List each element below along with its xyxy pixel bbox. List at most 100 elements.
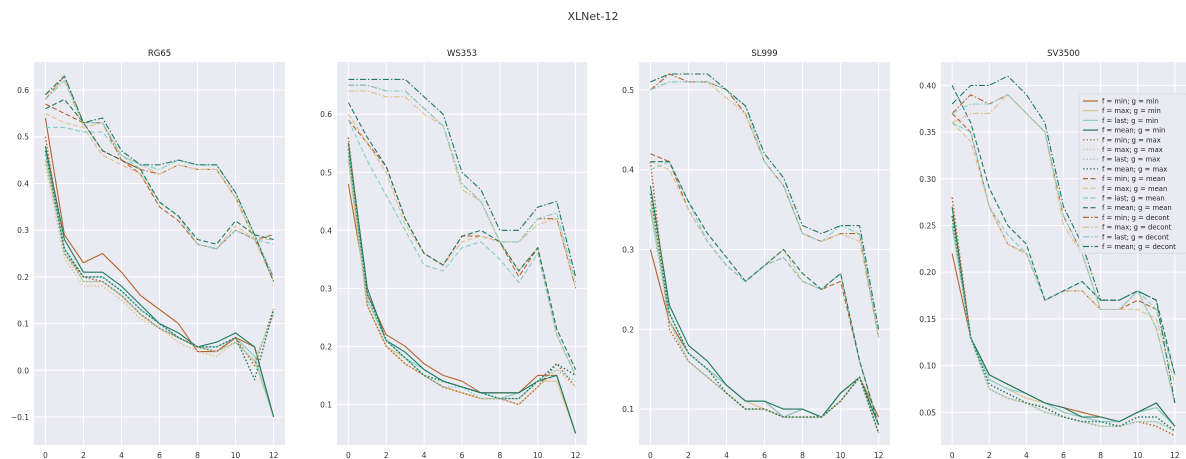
series-line-mean-max xyxy=(347,148,576,400)
series-line-max-decont xyxy=(951,94,1176,404)
x-tick-label: 0 xyxy=(648,451,653,459)
y-tick-label: 0.4 xyxy=(320,226,332,235)
chart-panel-rg65: 0 2 4 6 8 10 12 −0.1 0.0 0.1 0.2 0.3 0.4 0.5 0.6 RG65 xyxy=(11,49,285,459)
series-line-min-max xyxy=(347,137,577,406)
x-tick-label: 10 xyxy=(231,451,241,459)
series-line-last-max xyxy=(44,155,275,362)
x-tick-label: 2 xyxy=(987,451,992,459)
x-tick-label: 4 xyxy=(724,451,729,459)
series-line-mean-mean xyxy=(45,98,274,245)
y-tick-label: 0.4 xyxy=(17,179,29,188)
x-tick-label: 4 xyxy=(119,451,124,459)
series-line-mean-mean xyxy=(951,85,1176,376)
legend-label: f = min; g = decont xyxy=(1102,214,1170,222)
x-tick-label: 12 xyxy=(874,451,884,459)
chart-title: SV3500 xyxy=(1047,49,1080,59)
legend-label: f = mean; g = decont xyxy=(1102,243,1176,251)
series-line-mean-mean xyxy=(650,161,880,426)
series-line-max-max xyxy=(347,160,577,406)
y-tick-label: 0.2 xyxy=(320,342,332,351)
y-tick-label: 0.15 xyxy=(919,315,936,324)
chart-panel-sl999: 0 2 4 6 8 10 12 0.1 0.2 0.3 0.4 0.5 SL999 xyxy=(622,49,890,459)
series-line-mean-mean xyxy=(347,102,577,370)
x-tick-label: 2 xyxy=(686,451,691,459)
x-tick-label: 6 xyxy=(460,451,465,459)
legend-label: f = max; g = mean xyxy=(1102,185,1167,193)
x-tick-label: 10 xyxy=(1133,451,1143,459)
legend-label: f = mean; g = mean xyxy=(1102,204,1172,212)
y-tick-label: 0.5 xyxy=(17,133,29,142)
y-tick-label: 0.1 xyxy=(622,405,634,414)
figure-title: XLNet-12 xyxy=(567,10,619,23)
x-tick-label: 2 xyxy=(81,451,86,459)
legend-label: f = last; g = mean xyxy=(1102,195,1165,203)
series-line-last-mean xyxy=(347,119,577,376)
x-tick-label: 8 xyxy=(1098,451,1103,459)
x-tick-label: 12 xyxy=(571,451,581,459)
x-tick-label: 6 xyxy=(157,451,162,459)
y-tick-label: 0.3 xyxy=(17,226,29,235)
y-tick-label: 0.30 xyxy=(919,175,936,184)
chart-panel-ws353: 0 2 4 6 8 10 12 0.1 0.2 0.3 0.4 0.5 0.6 WS353 xyxy=(320,49,587,459)
series-line-mean-min xyxy=(649,185,880,426)
series-line-last-max xyxy=(951,225,1176,432)
series-line-mean-decont xyxy=(951,75,1176,404)
series-line-max-decont xyxy=(348,90,577,289)
y-tick-label: 0.6 xyxy=(17,86,29,95)
y-tick-label: 0.25 xyxy=(919,221,936,230)
x-tick-label: 4 xyxy=(1024,451,1029,459)
x-tick-label: 0 xyxy=(950,451,955,459)
series-line-last-decont xyxy=(650,81,880,338)
series-line-last-decont xyxy=(348,84,577,283)
legend-label: f = last; g = max xyxy=(1102,156,1160,164)
chart-title: RG65 xyxy=(148,49,171,59)
series-line-mean-min xyxy=(951,206,1176,427)
legend-label: f = min; g = min xyxy=(1102,98,1159,106)
legend-label: f = max; g = decont xyxy=(1102,224,1172,232)
x-tick-label: 10 xyxy=(533,451,543,459)
series-line-max-max xyxy=(951,215,1176,432)
y-tick-label: 0.10 xyxy=(919,362,936,371)
series-line-last-decont xyxy=(951,94,1176,404)
x-tick-label: 8 xyxy=(195,451,200,459)
x-tick-label: 8 xyxy=(800,451,805,459)
legend-label: f = mean; g = max xyxy=(1102,165,1167,173)
chart-panel-sv3500: 0 2 4 6 8 10 12 0.05 0.10 0.15 0.20 0.25 0.30 0.35 0.4… xyxy=(919,49,1186,459)
y-tick-label: 0.2 xyxy=(622,325,634,334)
x-tick-label: 12 xyxy=(269,451,279,459)
series-line-min-min xyxy=(347,183,577,434)
series-line-mean-min xyxy=(44,145,275,418)
legend-label: f = min; g = max xyxy=(1102,136,1161,144)
x-tick-label: 6 xyxy=(1061,451,1066,459)
legend-label: f = max; g = min xyxy=(1102,107,1161,115)
series-line-mean-decont xyxy=(348,78,577,277)
y-tick-label: 0.40 xyxy=(919,81,936,90)
x-tick-label: 4 xyxy=(422,451,427,459)
series-line-last-mean xyxy=(45,126,274,250)
legend-box xyxy=(1078,93,1186,254)
x-tick-label: 12 xyxy=(1170,451,1180,459)
x-tick-label: 8 xyxy=(497,451,502,459)
y-tick-label: 0.3 xyxy=(320,284,332,293)
series-line-max-max xyxy=(649,201,880,434)
y-tick-label: 0.3 xyxy=(622,246,634,255)
y-tick-label: 0.6 xyxy=(320,110,332,119)
series-line-mean-decont xyxy=(650,73,880,330)
x-tick-label: 2 xyxy=(384,451,389,459)
legend-label: f = mean; g = min xyxy=(1102,127,1165,135)
y-tick-label: 0.2 xyxy=(17,273,29,282)
y-tick-label: 0.05 xyxy=(919,408,936,417)
y-tick-label: 0.1 xyxy=(320,400,332,409)
chart-title: WS353 xyxy=(447,49,477,59)
y-tick-label: 0.5 xyxy=(622,86,634,95)
legend-label: f = max; g = max xyxy=(1102,146,1163,154)
legend-label: f = min; g = mean xyxy=(1102,175,1165,183)
series-line-mean-max xyxy=(44,150,275,381)
legend-label: f = last; g = decont xyxy=(1102,233,1169,241)
series-line-max-decont xyxy=(45,80,275,282)
y-tick-label: 0.1 xyxy=(17,320,29,329)
series-line-mean-max xyxy=(649,193,880,434)
x-tick-label: 0 xyxy=(346,451,351,459)
